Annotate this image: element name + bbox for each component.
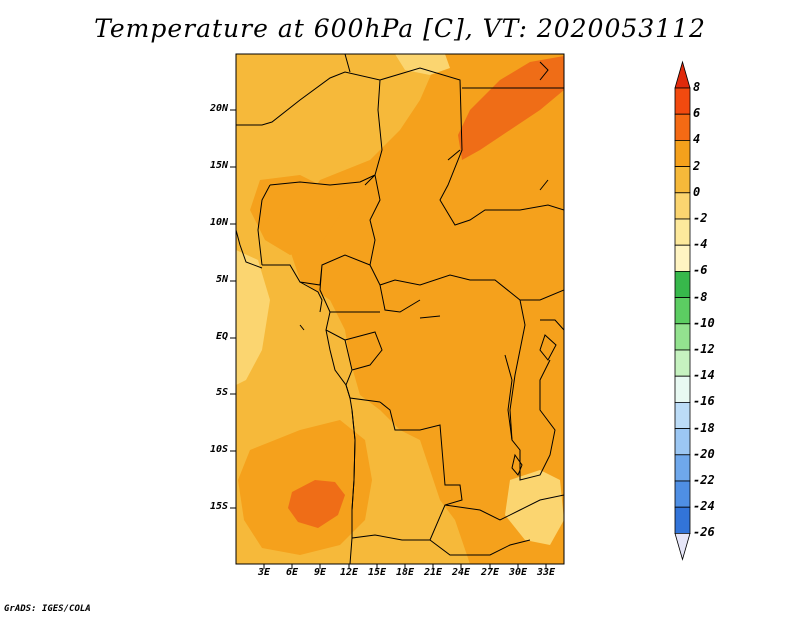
colorbar-bin: [674, 87, 691, 115]
lon-label: 33E: [536, 567, 556, 578]
colorbar-bin: [674, 428, 691, 456]
lat-label: 15S: [209, 501, 228, 512]
colorbar-tick-label: 6: [693, 106, 701, 121]
map-frame: [235, 53, 565, 565]
colorbar-tick-label: 8: [693, 80, 701, 94]
field-cool-west: [236, 250, 270, 385]
lat-label: 10N: [209, 217, 228, 228]
colorbar-bin: [674, 401, 691, 429]
colorbar-tick-label: -12: [693, 342, 715, 356]
colorbar-bin: [674, 349, 691, 377]
colorbar-bin: [674, 218, 691, 246]
coastline: [236, 229, 356, 564]
lat-ticks: [230, 109, 236, 509]
colorbar-bin: [674, 113, 691, 141]
colorbar-tick-label: -8: [693, 289, 708, 304]
lat-label: EQ: [215, 331, 228, 342]
colorbar-tick-label: 4: [693, 132, 701, 147]
colorbar-tick-label: -10: [693, 315, 715, 330]
country-borders: [236, 54, 564, 564]
colorbar-bin: [674, 375, 691, 403]
colorbar-bin: [674, 506, 691, 534]
lon-label: 24E: [451, 567, 471, 578]
colorbar-bin: [674, 297, 691, 325]
colorbar-tick-label: -2: [693, 211, 708, 225]
credit-text: GrADS: IGES/COLA: [4, 604, 91, 614]
lat-label: 5N: [215, 274, 228, 285]
colorbar-bin: [674, 166, 691, 194]
colorbar-bin: [674, 323, 691, 351]
lon-label: 30E: [508, 567, 528, 578]
colorbar-tick-label: -6: [693, 263, 708, 278]
lat-label: 10S: [209, 444, 228, 455]
lon-label: 15E: [367, 567, 387, 578]
field-cool-north: [395, 54, 450, 75]
colorbar-tick-label: -16: [693, 394, 715, 409]
chart-title: Temperature at 600hPa [C], VT: 202005311…: [94, 14, 706, 43]
field-warm-nw: [250, 175, 340, 255]
colorbar: [674, 60, 691, 561]
lat-label: 5S: [215, 387, 228, 398]
colorbar-tick-label: -26: [693, 525, 715, 540]
colorbar-tick-label: -20: [693, 446, 715, 461]
colorbar-tick-label: -24: [693, 499, 715, 514]
colorbar-top-arrow: [674, 60, 691, 89]
colorbar-tick-label: 2: [693, 158, 701, 173]
colorbar-bin: [674, 454, 691, 482]
field-hot-sw: [288, 480, 345, 528]
field-warm-east: [290, 54, 564, 564]
colorbar-tick-label: -22: [693, 473, 715, 487]
colorbar-bin: [674, 480, 691, 508]
temperature-field: [236, 54, 564, 564]
lon-label: 18E: [395, 567, 415, 578]
colorbar-tick-label: 0: [693, 184, 701, 199]
field-hot-ne: [458, 56, 564, 160]
colorbar-bottom-arrow: [674, 533, 691, 561]
colorbar-tick-label: -18: [693, 420, 715, 435]
lon-ticks: [263, 564, 547, 569]
colorbar-bin: [674, 139, 691, 167]
colorbar-bin: [674, 270, 691, 298]
lon-label: 21E: [423, 567, 443, 578]
lon-label: 9E: [313, 567, 327, 578]
lon-label: 27E: [480, 567, 500, 578]
border-lines: [236, 54, 564, 556]
lat-label: 15N: [209, 160, 228, 171]
colorbar-tick-label: -14: [693, 368, 715, 383]
lon-label: 12E: [339, 567, 359, 578]
lake-outlines: [299, 61, 557, 476]
colorbar-bin: [674, 244, 691, 272]
lon-label: 6E: [285, 567, 299, 578]
colorbar-bin: [674, 192, 691, 220]
field-cool-se: [505, 470, 564, 545]
colorbar-tick-label: -4: [693, 237, 708, 252]
lat-label: 20N: [209, 103, 228, 114]
lon-label: 3E: [257, 567, 271, 578]
